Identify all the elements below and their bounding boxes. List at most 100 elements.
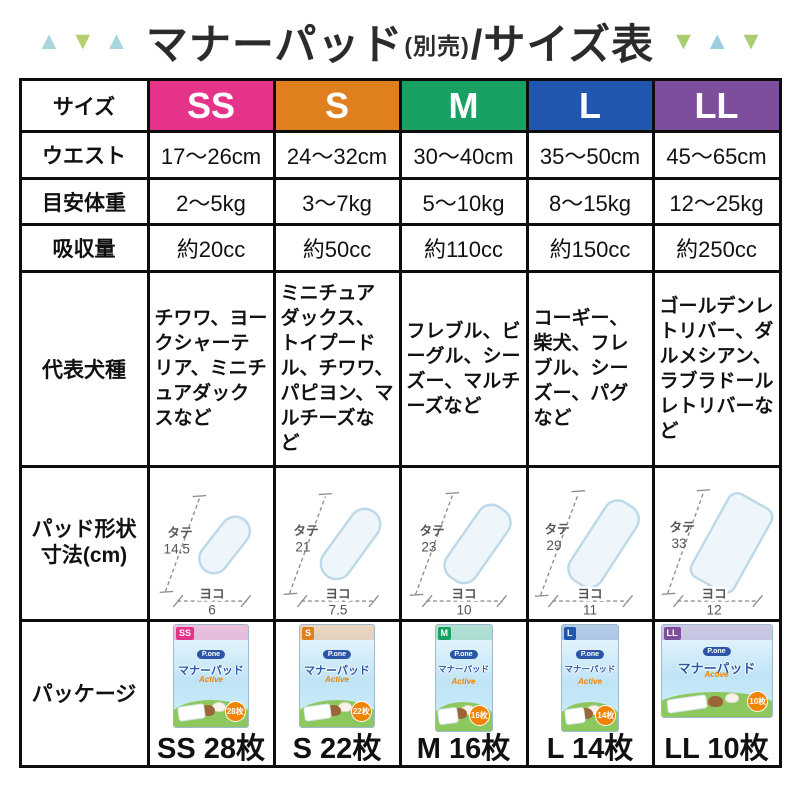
package-band (562, 625, 618, 641)
brand-logo: P.one (702, 647, 731, 657)
product-package-ll: LL P.one マナーパッド Active 10枚 (660, 624, 773, 719)
product-subbrand: Active (198, 675, 223, 685)
row-label-breeds: 代表犬種 (18, 270, 150, 468)
size-header-ll: LL (651, 78, 782, 133)
breeds-value-s: ミニチュアダックス、トイプードル、チワワ、パピヨン、マルチーズなど (272, 270, 402, 468)
product-logo: マナーパッド (677, 661, 756, 677)
sheet-count-badge: 28枚 (224, 700, 246, 722)
absorption-value-m: 約110cc (398, 223, 529, 273)
triangle-down-icon: ▼ (671, 26, 696, 55)
absorption-value-l: 約150cc (525, 223, 655, 273)
package-cell-s: S P.one マナーパッド Active 22枚 S 22枚 (272, 618, 402, 768)
package-wrap: M P.one マナーパッド Active 16枚 M 16枚 (402, 622, 526, 764)
brand-logo: P.one (575, 650, 605, 660)
svg-text:12: 12 (706, 603, 721, 617)
weight-value-s: 3〜7kg (272, 177, 402, 226)
package-wrap: SS P.one マナーパッド Active 28枚 SS 28枚 (150, 622, 273, 764)
breeds-value-m: フレブル、ビーグル、シーズー、マルチーズなど (398, 270, 529, 468)
svg-text:ヨコ: ヨコ (451, 587, 476, 601)
package-band (300, 625, 374, 641)
sheet-count-badge: 16枚 (468, 704, 490, 726)
waist-value-ss: 17〜26cm (146, 130, 276, 180)
pad-illustration (437, 706, 460, 725)
pad-diagram-cell-m: タテ 23 ヨコ 10 (398, 464, 529, 622)
breeds-value-ll: ゴールデンレトリバー、ダルメシアン、ラブラドールレトリバーなど (651, 270, 782, 468)
package-row: パッケージ SS P.one マナーパッド Active 28枚 SS 28枚 (18, 618, 782, 768)
package-size-chip: L (564, 627, 576, 641)
package-caption: SS 28枚 (157, 733, 265, 766)
dog-illustration (724, 693, 739, 704)
svg-text:タテ: タテ (419, 524, 444, 538)
product-logo: マナーパッド (304, 664, 370, 677)
pad-shape (567, 499, 640, 589)
brand-logo: P.one (449, 650, 478, 660)
sheet-count-badge: 22枚 (350, 700, 372, 722)
package-size-chip: LL (663, 627, 681, 641)
triangle-up-icon: ▲ (704, 26, 730, 55)
svg-text:タテ: タテ (167, 526, 192, 540)
weight-row: 目安体重 2〜5kg 3〜7kg 5〜10kg 8〜15kg 12〜25kg (18, 177, 782, 226)
dog-illustration (326, 704, 342, 716)
row-label-absorption: 吸収量 (18, 223, 150, 273)
size-header-row: サイズ SS S M L LL (18, 78, 782, 133)
size-header-s: S (272, 78, 402, 133)
package-caption: L 14枚 (546, 733, 634, 766)
product-subbrand: Active (451, 676, 476, 686)
size-header-ss: SS (146, 78, 276, 133)
waist-value-s: 24〜32cm (272, 130, 402, 180)
dog-illustration (451, 708, 467, 720)
svg-text:タテ: タテ (293, 524, 318, 538)
breeds-row: 代表犬種 チワワ、ヨークシャーテリア、ミニチュアダックスなど ミニチュアダックス… (18, 270, 782, 468)
page-header: ▲ ▼ ▲ マナーパッド (別売) /サイズ表 ▼ ▲ ▼ (0, 0, 800, 68)
row-label-size: サイズ (18, 78, 150, 133)
brand-logo: P.one (196, 649, 226, 659)
svg-text:10: 10 (456, 603, 471, 617)
sheet-count-badge: 14枚 (595, 704, 617, 726)
waist-value-ll: 45〜65cm (651, 130, 782, 180)
absorption-row: 吸収量 約20cc 約50cc 約110cc 約150cc 約250cc (18, 223, 782, 273)
svg-text:7.5: 7.5 (329, 603, 348, 617)
svg-text:14.5: 14.5 (164, 542, 190, 557)
package-wrap: LL P.one マナーパッド Active 10枚 LL 10枚 (655, 622, 779, 764)
absorption-value-s: 約50cc (272, 223, 402, 273)
size-table: サイズ SS S M L LL ウエスト 17〜26cm 24〜32cm 30〜… (18, 78, 782, 768)
pad-diagram-cell-ss: タテ 14.5 ヨコ 6 (146, 464, 276, 622)
package-caption: LL 10枚 (664, 733, 769, 766)
product-subbrand: Active (324, 675, 349, 685)
svg-text:ヨコ: ヨコ (199, 587, 224, 601)
svg-text:33: 33 (671, 536, 686, 551)
product-subbrand: Active (704, 670, 729, 680)
product-package-l: L P.one マナーパッド Active 14枚 (561, 624, 619, 733)
weight-value-ss: 2〜5kg (146, 177, 276, 226)
size-header-l: L (525, 78, 655, 133)
row-label-package: パッケージ (18, 618, 150, 768)
pad-shape-row: パッド形状 寸法(cm) タテ 14.5 ヨコ 6 (18, 464, 782, 622)
weight-value-ll: 12〜25kg (651, 177, 782, 226)
product-package-m: M P.one マナーパッド Active 16枚 (434, 624, 493, 733)
package-cell-ll: LL P.one マナーパッド Active 10枚 LL 10枚 (651, 618, 782, 768)
pad-shape (442, 503, 512, 585)
weight-value-m: 5〜10kg (398, 177, 529, 226)
row-label-pad-shape: パッド形状 寸法(cm) (18, 464, 150, 622)
dog-illustration (200, 704, 216, 716)
triangle-down-icon: ▼ (70, 26, 96, 55)
package-cell-ss: SS P.one マナーパッド Active 28枚 SS 28枚 (146, 618, 276, 768)
triangle-up-icon: ▲ (36, 26, 62, 55)
package-caption: S 22枚 (292, 733, 382, 766)
pad-diagram-cell-l: タテ 29 ヨコ 11 (525, 464, 655, 622)
row-label-weight: 目安体重 (18, 177, 150, 226)
svg-text:6: 6 (208, 603, 216, 617)
sheet-count-badge: 10枚 (747, 691, 769, 713)
waist-row: ウエスト 17〜26cm 24〜32cm 30〜40cm 35〜50cm 45〜… (18, 130, 782, 180)
svg-text:ヨコ: ヨコ (577, 587, 602, 601)
pad-diagram-m: タテ 23 ヨコ 10 (409, 492, 512, 617)
triangle-down-icon: ▼ (738, 26, 764, 55)
svg-text:タテ: タテ (669, 520, 694, 534)
pad-diagram-ll: タテ 33 ヨコ 12 (661, 489, 773, 617)
svg-text:23: 23 (421, 540, 436, 555)
row-label-waist: ウエスト (18, 130, 150, 180)
product-logo: マナーパッド (178, 664, 244, 677)
absorption-value-ss: 約20cc (146, 223, 276, 273)
weight-value-l: 8〜15kg (525, 177, 655, 226)
pad-shape-label-line2: 寸法(cm) (40, 544, 128, 568)
